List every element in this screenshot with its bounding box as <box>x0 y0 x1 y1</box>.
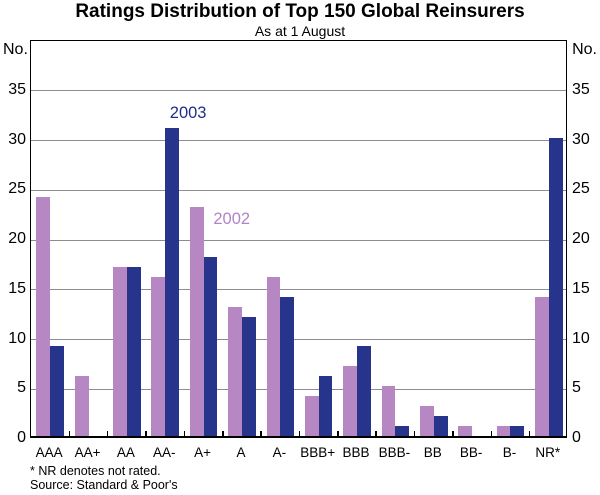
bar-2002-NR* <box>535 296 549 436</box>
bar-2002-BB <box>419 406 434 436</box>
y-tick-label-right-15: 15 <box>572 279 590 297</box>
x-axis-label-BBB+: BBB+ <box>300 445 336 460</box>
y-tick-label-right-10: 10 <box>572 329 590 347</box>
gridline-30 <box>31 140 566 141</box>
bar-2003-AAA <box>50 346 64 436</box>
x-axis-tick-4 <box>183 431 186 436</box>
chart-title: Ratings Distribution of Top 150 Global R… <box>75 1 525 22</box>
bar-2003-A- <box>280 296 295 436</box>
x-axis-tick-6 <box>260 431 262 436</box>
bar-2003-AA <box>126 266 141 436</box>
y-tick-label-left-15: 15 <box>8 279 26 297</box>
y-axis-unit-left: No. <box>3 41 28 58</box>
y-tick-label-right-0: 0 <box>572 429 581 446</box>
y-tick-label-left-10: 10 <box>8 329 26 347</box>
y-tick-label-left-20: 20 <box>8 230 26 247</box>
y-tick-label-left-0: 0 <box>17 429 26 446</box>
bar-2002-A+ <box>189 207 204 436</box>
x-axis-label-A: A <box>236 445 246 460</box>
bar-2003-AA- <box>165 127 180 436</box>
x-axis-label-A-: A- <box>272 445 287 460</box>
chart-subtitle: As at 1 August <box>254 23 346 39</box>
bar-2003-A <box>241 316 256 436</box>
bar-2003-BBB+ <box>318 376 333 436</box>
x-axis-label-A+: A+ <box>194 445 212 460</box>
y-axis-unit-right: No. <box>572 41 597 58</box>
gridline-15 <box>31 289 566 291</box>
gridline-10 <box>31 339 566 340</box>
bar-2002-BBB <box>343 366 358 436</box>
bar-2002-AA <box>113 266 127 436</box>
bar-2002-A- <box>266 276 281 436</box>
x-axis-label-BBB: BBB <box>342 445 370 460</box>
y-tick-label-right-20: 20 <box>572 230 590 247</box>
x-axis-tick-9 <box>375 431 377 436</box>
bar-2003-BB <box>433 416 448 436</box>
bar-2002-BBB- <box>381 386 396 436</box>
x-axis-tick-10 <box>413 431 416 436</box>
x-axis-label-AA-: AA- <box>152 445 176 460</box>
bar-2002-AA- <box>151 276 166 436</box>
x-axis-label-BB-: BB- <box>459 445 483 460</box>
footnote-nr: * NR denotes not rated. <box>30 464 161 478</box>
x-axis-tick-3 <box>145 431 147 436</box>
x-axis-label-BBB-: BBB- <box>378 445 411 460</box>
gridline-20 <box>31 239 566 241</box>
series-label-2002: 2002 <box>213 210 251 229</box>
bar-2002-A <box>228 306 242 436</box>
x-axis-label-BB: BB <box>423 445 442 460</box>
bar-2002-B- <box>496 426 511 436</box>
bar-2002-AA+ <box>74 376 89 436</box>
gridline-5 <box>31 388 566 390</box>
bar-2002-BB- <box>458 426 473 436</box>
bar-2002-AAA <box>36 197 51 436</box>
x-axis-tick-2 <box>106 431 109 436</box>
x-axis-tick-8 <box>337 431 339 436</box>
plot-area <box>30 40 567 438</box>
bar-2003-BBB- <box>395 426 410 436</box>
x-axis-label-NRstar: NR* <box>535 445 561 460</box>
bar-2003-BBB <box>357 346 371 436</box>
footnote-source: Source: Standard & Poor's <box>30 478 178 492</box>
x-axis-label-AA: AA <box>116 445 135 460</box>
y-tick-label-right-35: 35 <box>572 80 590 98</box>
bar-2003-NR* <box>548 137 563 436</box>
x-axis-tick-11 <box>452 431 454 436</box>
gridline-25 <box>31 189 566 191</box>
y-tick-label-left-25: 25 <box>8 180 26 198</box>
y-tick-label-right-25: 25 <box>572 180 590 198</box>
x-axis-label-AAA: AAA <box>35 445 63 460</box>
x-axis-tick-5 <box>222 431 224 436</box>
x-axis-tick-1 <box>68 431 71 436</box>
gridline-35 <box>31 90 566 92</box>
x-axis-label-B-: B- <box>502 445 517 460</box>
x-axis-tick-13 <box>528 431 531 436</box>
bar-2003-B- <box>510 426 525 436</box>
y-tick-label-left-35: 35 <box>8 80 26 98</box>
y-tick-label-left-5: 5 <box>17 379 26 397</box>
x-axis-tick-7 <box>298 431 301 436</box>
y-tick-label-right-5: 5 <box>572 379 581 397</box>
x-axis-label-AA+: AA+ <box>74 445 101 460</box>
y-tick-label-left-30: 30 <box>8 130 26 148</box>
y-tick-label-right-30: 30 <box>572 130 590 148</box>
series-label-2003: 2003 <box>169 103 207 122</box>
bar-2002-BBB+ <box>304 396 319 436</box>
bar-2003-A+ <box>203 256 218 436</box>
x-axis-tick-12 <box>490 431 493 436</box>
